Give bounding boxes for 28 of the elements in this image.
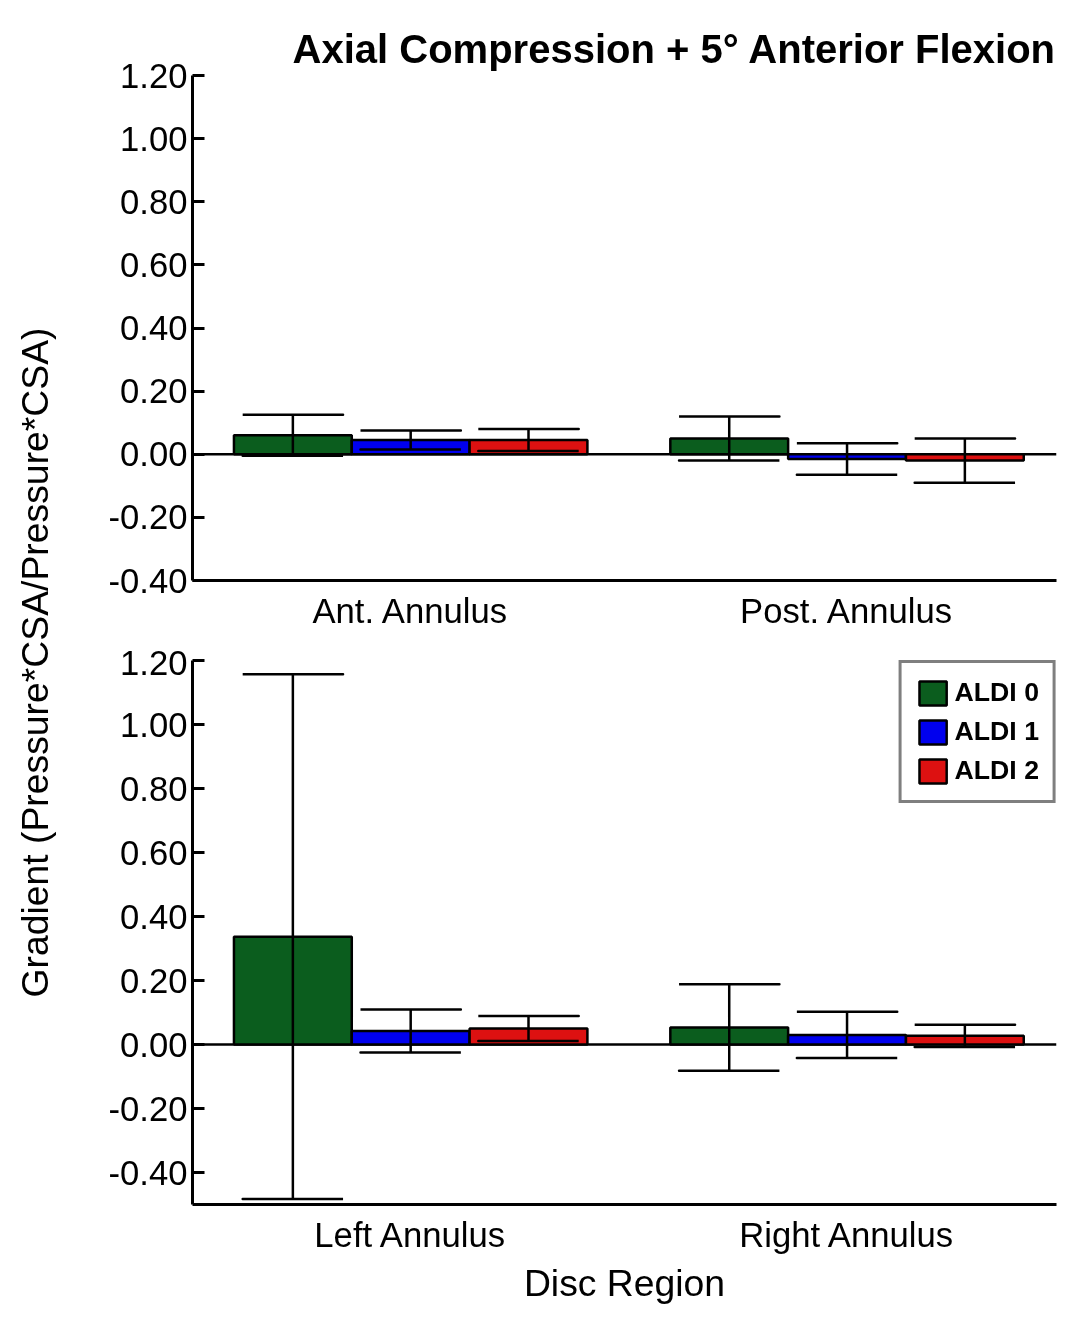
x-tick-label: Right Annulus — [739, 1215, 954, 1254]
y-tick-label: 0.80 — [120, 182, 188, 221]
y-tick-label: 0.40 — [120, 309, 188, 347]
legend-label: ALDI 1 — [954, 716, 1039, 747]
legend-label: ALDI 0 — [954, 677, 1039, 708]
y-tick-label: -0.40 — [108, 1153, 188, 1192]
y-tick-label: 1.00 — [120, 705, 188, 744]
y-tick-label: 0.20 — [120, 372, 188, 411]
y-tick-label: 1.20 — [120, 56, 188, 95]
y-tick-label: -0.20 — [108, 1089, 188, 1128]
x-axis-title: Disc Region — [523, 1261, 726, 1304]
y-tick-label: 0.60 — [120, 245, 188, 284]
y-tick-label: -0.20 — [108, 498, 188, 537]
y-tick-label: 0.00 — [120, 1025, 188, 1064]
y-tick-label: 0.20 — [120, 961, 188, 1000]
y-tick-label: 0.40 — [120, 897, 188, 936]
y-tick-label: 0.00 — [120, 435, 188, 474]
y-tick-label: 0.80 — [120, 769, 188, 808]
x-tick-label: Post. Annulus — [740, 591, 953, 630]
x-tick-label: Left Annulus — [314, 1215, 506, 1254]
x-tick-label: Ant. Annulus — [312, 591, 508, 630]
y-tick-label: 0.60 — [120, 833, 188, 872]
chart-title: Axial Compression + 5° Anterior Flexion — [292, 26, 1056, 71]
y-tick-label: -0.40 — [108, 561, 188, 600]
y-tick-label: 1.20 — [120, 643, 188, 682]
legend-label: ALDI 2 — [954, 755, 1039, 786]
y-axis-title: Gradient (Pressure*CSA/Pressure*CSA) — [13, 327, 56, 998]
y-tick-label: 1.00 — [120, 119, 188, 158]
